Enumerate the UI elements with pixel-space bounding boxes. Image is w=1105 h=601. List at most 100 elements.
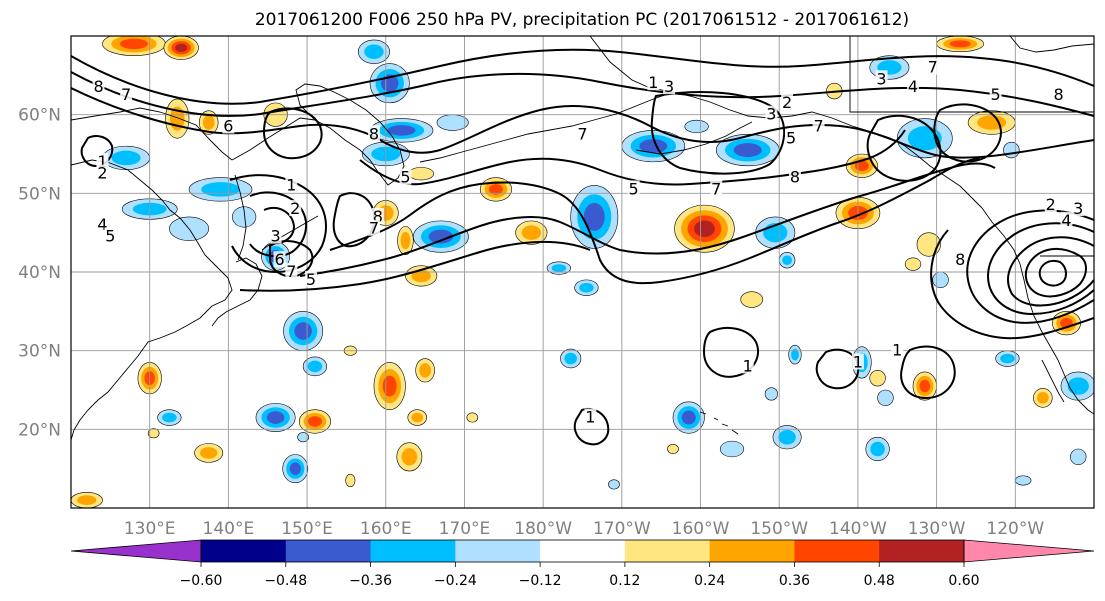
precip-level-fill <box>175 43 188 52</box>
y-tick-label: 60°N <box>18 106 61 126</box>
pv-contour <box>239 240 591 292</box>
pv-label-background <box>305 270 318 287</box>
precip-level-fill <box>294 322 312 340</box>
pv-label-background <box>741 357 754 374</box>
precip-level-fill <box>119 38 148 50</box>
precip-level-fill <box>639 139 668 154</box>
pv-contour <box>966 209 1094 324</box>
pv-label-background <box>285 263 298 279</box>
colorbar-segment <box>879 540 965 562</box>
precip-anomaly-blob <box>466 412 479 423</box>
precip-level-fill <box>869 370 886 387</box>
pv-label-text: 1 <box>853 352 863 371</box>
precip-level-fill <box>232 206 257 228</box>
pv-label-background <box>954 251 967 268</box>
precip-level-fill <box>564 352 577 365</box>
pv-contour <box>1007 236 1094 307</box>
precip-anomaly-blob <box>1015 475 1032 486</box>
pv-label-text: 3 <box>271 227 281 246</box>
pv-label-text: 8 <box>369 124 379 143</box>
precip-anomaly-blob <box>967 110 1016 135</box>
precip-anomaly-blob <box>608 479 620 490</box>
pv-label-text: 8 <box>373 207 383 226</box>
precip-anomaly-blob <box>672 401 705 434</box>
precip-level-fill <box>400 231 411 250</box>
precip-anomaly-blob <box>1033 388 1053 408</box>
pv-label-text: 3 <box>766 105 776 124</box>
pv-contour-label: 5 <box>627 179 640 198</box>
precip-anomaly-blob <box>869 370 886 387</box>
pv-label-background <box>891 341 904 358</box>
precip-anomaly-blob <box>764 387 778 401</box>
precip-anomaly-blob <box>165 98 190 139</box>
pv-contour-label: 1 <box>741 356 754 375</box>
pv-label-background <box>222 117 235 134</box>
precip-anomaly-blob <box>147 428 160 439</box>
chart-title: 2017061200 F006 250 hPa PV, precipitatio… <box>255 10 909 30</box>
colorbar-segment <box>709 540 795 562</box>
precip-level-fill <box>202 115 215 130</box>
precip-anomaly-blob <box>345 473 356 488</box>
pv-contour-label: 3 <box>765 105 778 124</box>
precip-level-fill <box>1037 392 1049 404</box>
pv-label-background <box>399 168 412 185</box>
pv-label-text: 3 <box>1073 199 1083 218</box>
pv-label-text: 5 <box>786 128 796 147</box>
pv-contour <box>299 162 996 277</box>
colorbar-segment <box>455 540 541 562</box>
pv-label-text: 5 <box>400 168 410 187</box>
pv-label-text: 3 <box>876 69 886 88</box>
precip-level-fill <box>778 429 796 445</box>
pv-contour <box>1038 260 1067 287</box>
pv-label-background <box>812 117 825 134</box>
pv-label-background <box>273 251 286 268</box>
pv-contour-label: 1 <box>584 408 597 427</box>
precip-anomaly-blob <box>865 436 890 462</box>
pv-label-background <box>1072 200 1085 217</box>
pv-label-background <box>269 227 282 244</box>
pv-contour-label: 1 <box>891 341 904 360</box>
coastline-baja <box>1041 359 1065 403</box>
precip-anomaly-blob <box>546 261 571 275</box>
precip-anomaly-blob <box>667 443 679 455</box>
pv-contour <box>359 129 906 186</box>
pv-label-text: 2 <box>782 93 792 112</box>
precip-anomaly-blob <box>740 291 764 308</box>
precip-anomaly-blob <box>405 265 438 287</box>
pv-contour-label: 3 <box>875 69 888 88</box>
pv-label-text: 1 <box>286 175 296 194</box>
x-tick-label: 180°W <box>514 519 572 539</box>
precip-level-fill <box>870 441 885 457</box>
pv-contour-label: 5 <box>104 227 117 246</box>
precip-anomaly-blob <box>407 409 427 426</box>
precip-anomaly-blob <box>621 130 686 163</box>
coastline-okhotsk <box>231 117 316 161</box>
pv-contour-label: 5 <box>399 168 412 187</box>
precip-anomaly-blob <box>1003 141 1020 159</box>
pv-contour <box>930 229 1094 340</box>
pv-label-background <box>647 74 660 91</box>
pv-label-background <box>907 78 920 95</box>
pv-label-background <box>788 168 801 185</box>
precip-anomaly-blob <box>778 252 796 269</box>
precip-anomaly-blob <box>397 226 414 255</box>
precip-level-fill <box>764 387 778 401</box>
precip-level-fill <box>1067 377 1089 395</box>
precip-anomaly-blob <box>71 491 103 508</box>
pv-label-background <box>785 129 798 146</box>
pv-contour-label: 7 <box>710 179 723 198</box>
pv-label-background <box>1052 86 1065 102</box>
pv-contour-label: 2 <box>289 199 302 218</box>
precip-level-fill <box>579 282 594 293</box>
precip-anomaly-blob <box>369 63 410 104</box>
precip-level-fill <box>77 495 97 505</box>
precip-anomaly-blob <box>995 350 1020 367</box>
pv-contour <box>229 174 327 274</box>
pv-contour <box>71 87 1094 159</box>
precip-anomaly-blob <box>904 257 922 271</box>
precip-level-fill <box>1003 141 1020 159</box>
colorbar-tick-label: 0.12 <box>609 573 640 589</box>
precip-anomaly-blob <box>755 216 796 249</box>
precip-anomaly-blob <box>560 348 582 369</box>
